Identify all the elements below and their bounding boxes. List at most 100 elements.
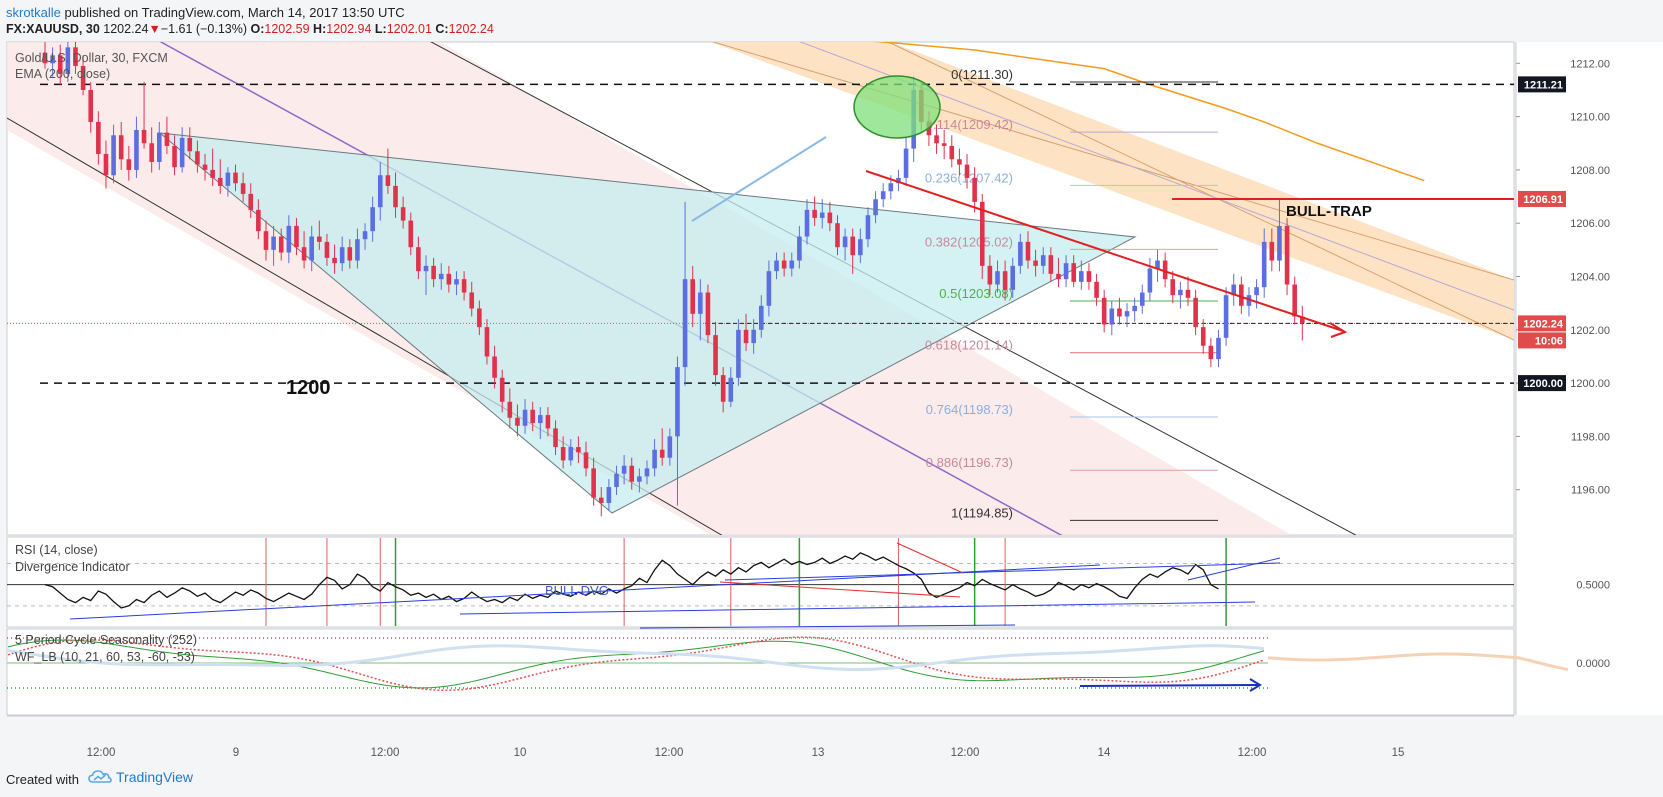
candle-body <box>606 487 612 504</box>
candle-body <box>164 132 170 146</box>
trading-chart[interactable]: 0(1211.30)0.114(1209.42)0.236(1207.42)0.… <box>0 40 1663 763</box>
published-text: published on TradingView.com, March 14, … <box>64 5 405 20</box>
price-badge <box>1518 332 1566 349</box>
candle-body <box>1292 284 1297 317</box>
candle-body <box>1086 271 1092 282</box>
divergence-line <box>639 624 1016 629</box>
price-tick-label: 1204.00 <box>1570 272 1610 284</box>
open-label: O: <box>250 22 265 36</box>
candle-body <box>111 135 116 176</box>
candle-body <box>233 172 238 184</box>
candle-body <box>80 65 86 90</box>
cycle-axis-label: 0.0000 <box>1576 658 1610 670</box>
candle-body <box>789 260 795 269</box>
candle-body <box>1216 337 1221 360</box>
candle-body <box>438 273 444 280</box>
price-tick-label: 1202.00 <box>1570 325 1610 337</box>
candle-body <box>1261 241 1267 288</box>
candle-body <box>507 401 513 418</box>
candle-body <box>1040 255 1046 266</box>
candle-body <box>499 377 505 402</box>
candle-body <box>1284 225 1290 285</box>
candle-body <box>629 465 635 482</box>
candle-body <box>317 236 322 242</box>
candle-body <box>248 193 254 210</box>
tradingview-cloud-icon <box>88 770 112 783</box>
candle-body <box>416 247 421 272</box>
time-tick-label: 9 <box>233 747 239 759</box>
candle-body <box>827 212 833 224</box>
candle-body <box>637 476 642 482</box>
candle-body <box>743 329 749 344</box>
candle-body <box>408 220 414 248</box>
cycle-red-dotted-line <box>7 636 1265 692</box>
symbol-label[interactable]: FX:XAUUSD, 30 <box>6 22 100 36</box>
candle-body <box>1048 255 1054 274</box>
candle-body <box>1010 265 1016 290</box>
candle-body <box>454 279 459 285</box>
candle-body <box>1002 271 1008 290</box>
orange-channel-upper <box>711 42 1514 281</box>
rsi-legend: RSI (14, close) <box>15 543 98 557</box>
candle-body <box>538 415 543 424</box>
open-value: 1202.59 <box>264 22 310 36</box>
low-value: 1202.01 <box>386 22 432 36</box>
candle-body <box>1300 316 1305 324</box>
candle-body <box>698 292 703 314</box>
candle-body <box>751 329 756 344</box>
cycle-blue-arrow <box>1079 684 1259 687</box>
candle-body <box>1277 225 1282 261</box>
price-badge-label: 1206.91 <box>1523 194 1563 206</box>
time-tick-label: 12:00 <box>951 747 980 759</box>
candle-body <box>324 241 330 258</box>
time-tick-label: 10 <box>514 747 527 759</box>
candle-body <box>1162 260 1168 280</box>
candle-body <box>553 428 558 448</box>
candle-body <box>202 164 208 170</box>
candle-body <box>1117 308 1122 317</box>
candle-body <box>705 292 711 336</box>
candle-body <box>1223 295 1229 338</box>
candle-body <box>461 279 467 293</box>
candle-body <box>987 265 993 285</box>
candle-body <box>1033 260 1038 266</box>
close-value: 1202.24 <box>448 22 494 36</box>
wf-legend: WF_LB (10, 21, 60, 53, -60, -53) <box>15 650 195 664</box>
candle-body <box>50 55 55 64</box>
divergence-legend: Divergence Indicator <box>15 560 130 574</box>
candle-body <box>370 207 375 232</box>
cycle-pane <box>6 628 1515 716</box>
candle-body <box>812 209 817 218</box>
candle-body <box>728 377 734 402</box>
candle-body <box>1018 241 1023 266</box>
candle-body <box>1109 308 1115 325</box>
level-1200-label: 1200 <box>286 377 331 399</box>
candle-body <box>1132 305 1137 312</box>
candle-body <box>126 159 132 170</box>
red-trend-arrowhead <box>1329 322 1348 338</box>
candle-body <box>804 209 810 237</box>
candle-body <box>240 183 246 194</box>
fib-level-label: 0.764(1198.73) <box>926 402 1013 417</box>
candle-body <box>301 247 307 261</box>
candle-body <box>385 175 391 186</box>
low-label: L: <box>374 22 387 36</box>
candle-body <box>583 452 589 469</box>
tradingview-brand[interactable]: TradingView <box>88 769 193 785</box>
fib-level-label: 0.886(1196.73) <box>926 455 1013 470</box>
fib-level-label: 0.382(1205.02) <box>925 234 1013 249</box>
candle-body <box>195 151 200 165</box>
candle-body <box>979 201 985 266</box>
candle-body <box>286 225 292 253</box>
bull-trap-label: BULL-TRAP <box>1286 203 1372 220</box>
price-tick-label: 1200.00 <box>1570 378 1610 390</box>
divergence-line <box>1187 557 1281 581</box>
candle-body <box>347 247 353 261</box>
candle-body <box>278 236 284 253</box>
candle-body <box>995 271 1000 285</box>
author-link[interactable]: skrotkalle <box>6 5 61 20</box>
candle-body <box>65 47 71 74</box>
candle-body <box>492 356 497 378</box>
candle-body <box>736 329 741 378</box>
candle-body <box>263 231 269 250</box>
